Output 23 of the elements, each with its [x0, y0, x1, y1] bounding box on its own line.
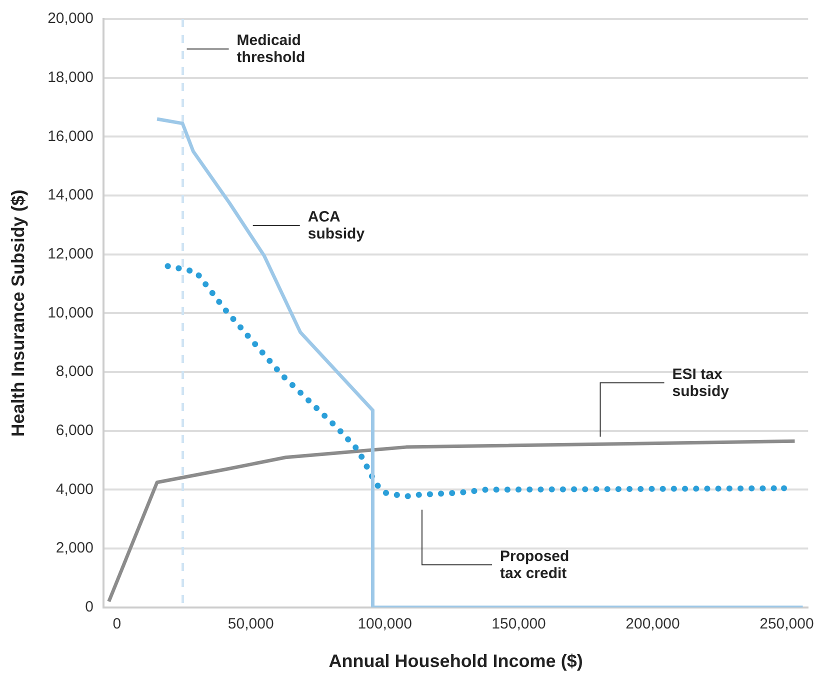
annotation: Proposed tax credit: [500, 548, 570, 582]
x-tick-label: 0: [112, 616, 122, 633]
x-tick-label: 200,000: [626, 616, 680, 633]
y-tick-label: 0: [85, 598, 94, 616]
x-axis-title: Annual Household Income ($): [328, 651, 583, 672]
y-tick-label: 18,000: [48, 68, 94, 86]
annotation: ACA subsidy: [308, 208, 366, 243]
y-tick-label: 16,000: [48, 128, 94, 145]
y-tick-label: 14,000: [48, 186, 94, 204]
x-tick-label: 250,000: [760, 616, 814, 633]
ref-line-label: Medicaid threshold: [236, 32, 306, 66]
y-tick-label: 4,000: [56, 480, 94, 498]
x-tick-label: 150,000: [492, 616, 546, 633]
y-tick-label: 2,000: [56, 540, 94, 557]
y-tick-label: 10,000: [48, 304, 94, 322]
y-tick-label: 8,000: [56, 363, 94, 380]
y-tick-label: 20,000: [48, 10, 94, 28]
x-tick-label: 50,000: [228, 616, 274, 633]
x-tick-label: 100,000: [358, 616, 412, 633]
y-tick-label: 6,000: [56, 422, 94, 440]
annotation: ESI tax subsidy: [672, 366, 730, 400]
y-axis-title: Health Insurance Subsidy ($): [8, 190, 28, 437]
y-tick-label: 12,000: [48, 246, 94, 262]
